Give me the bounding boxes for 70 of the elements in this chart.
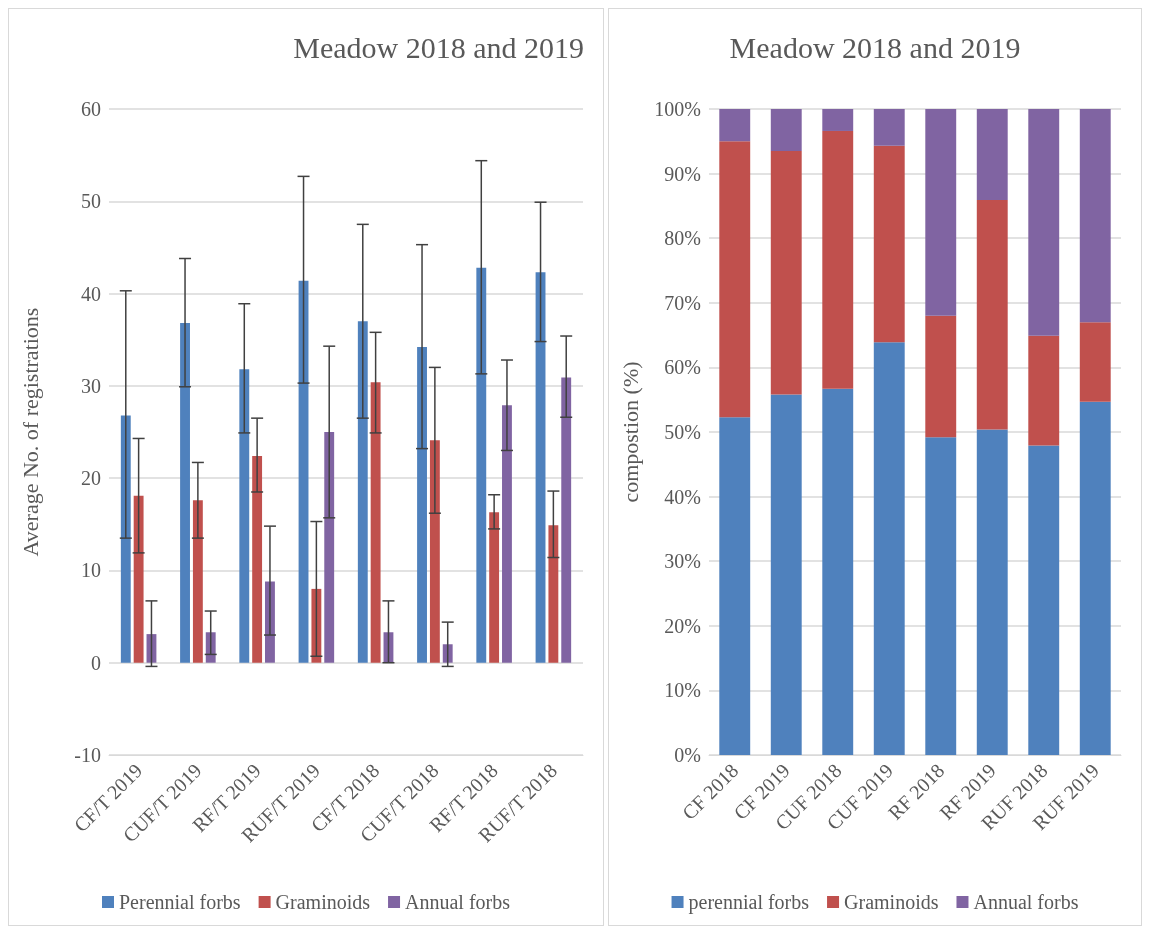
bar <box>252 455 263 663</box>
bar <box>442 644 453 663</box>
bar <box>1028 335 1060 446</box>
bar <box>1079 401 1111 755</box>
bar <box>925 109 957 316</box>
y-tick-label: 0% <box>674 744 701 766</box>
bar <box>429 440 440 663</box>
bar <box>822 388 854 755</box>
y-tick-label: -10 <box>74 744 101 766</box>
legend-label: Graminoids <box>844 891 939 913</box>
bar <box>719 109 751 142</box>
bar <box>976 200 1008 430</box>
y-tick-label: 30% <box>664 550 701 573</box>
y-axis-title: Average No. of registrations <box>17 307 43 557</box>
y-tick-label: 60 <box>81 98 101 120</box>
bar <box>770 394 802 755</box>
bar <box>770 150 802 395</box>
bar <box>925 437 957 755</box>
legend-label: Perennial forbs <box>118 891 241 913</box>
y-tick-label: 90% <box>664 162 701 185</box>
y-tick-label: 80% <box>664 227 701 250</box>
legend-label: Graminoids <box>275 891 371 913</box>
bar <box>822 109 854 131</box>
bar <box>476 267 487 663</box>
bar <box>180 323 190 663</box>
y-tick-label: 100% <box>654 98 701 120</box>
bar <box>489 512 500 663</box>
bar <box>133 495 144 663</box>
bar <box>976 109 1008 201</box>
bar <box>239 369 250 663</box>
y-tick-label: 30 <box>81 374 101 397</box>
chart-title: Meadow 2018 and 2019 <box>293 30 585 64</box>
bar <box>925 315 957 438</box>
bar <box>370 382 381 663</box>
y-axis-title: compostion (%) <box>617 361 643 503</box>
bar <box>1028 445 1060 755</box>
y-tick-label: 10% <box>664 679 701 702</box>
bar <box>822 130 854 389</box>
y-tick-label: 20% <box>664 614 701 637</box>
bar <box>324 432 335 663</box>
legend-label: Annual forbs <box>405 891 511 913</box>
bar <box>1079 109 1111 323</box>
bar <box>719 417 751 755</box>
bar <box>192 500 203 663</box>
bar <box>502 405 512 663</box>
y-tick-label: 0 <box>91 651 101 674</box>
y-tick-label: 50 <box>81 190 101 213</box>
y-tick-label: 60% <box>664 356 701 379</box>
bar <box>873 342 905 755</box>
bar <box>873 109 905 146</box>
y-tick-label: 40 <box>81 282 101 305</box>
bar <box>719 141 751 418</box>
y-tick-label: 20 <box>81 467 101 490</box>
y-tick-label: 40% <box>664 485 701 508</box>
bar <box>561 377 572 663</box>
bar <box>873 145 905 343</box>
bar <box>548 525 559 663</box>
bar <box>976 429 1008 755</box>
legend-label: Annual forbs <box>973 891 1079 913</box>
bar <box>357 321 368 663</box>
legend-label: perennial forbs <box>688 891 810 914</box>
y-tick-label: 70% <box>664 291 701 314</box>
y-tick-label: 10 <box>81 559 101 582</box>
y-tick-label: 50% <box>664 421 701 443</box>
bar <box>770 109 802 151</box>
bar <box>1079 322 1111 402</box>
bar <box>1028 109 1060 336</box>
chart-title: Meadow 2018 and 2019 <box>729 30 1021 64</box>
bar <box>120 415 131 663</box>
bar <box>417 347 427 663</box>
